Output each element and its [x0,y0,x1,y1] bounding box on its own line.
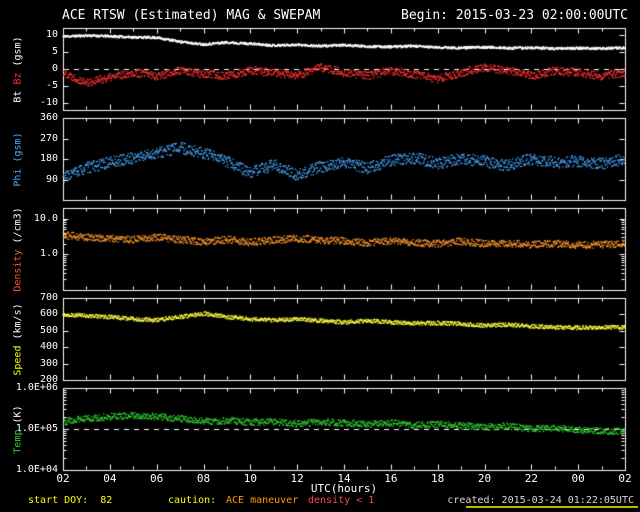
axis-label-density: Density (/cm3) [2,206,34,292]
x-axis-title: UTC(hours) [310,482,378,495]
x-tick-label: 18 [431,472,445,485]
x-tick-label: 02 [618,472,632,485]
axis-label-part: (K) [12,404,24,423]
start-doy-label: start DOY: 82 [28,495,113,506]
y-tick-label-speed: 400 [39,341,58,353]
axis-label-part: Speed [12,339,24,376]
x-tick-label: 20 [477,472,492,485]
y-tick-label-density: 1.0 [39,248,58,260]
axis-label-speed: Speed (km/s) [2,298,34,380]
caution-density-label: density < 1 [308,495,375,506]
axis-label-part: (/cm3) [12,206,24,243]
y-tick-label-phi: 90 [45,173,58,185]
axis-label-part: Bz [12,65,24,85]
y-tick-label-bt-bz: 5 [51,45,58,57]
axis-label-temp: Temp (K) [2,388,34,470]
plot-title: ACE RTSW (Estimated) MAG & SWEPAM [62,8,321,23]
x-tick-label: 04 [103,472,117,485]
y-tick-label-phi: 360 [39,112,58,123]
axis-label-phi: Phi (gsm) [2,118,34,200]
axis-label-part: Temp [12,422,24,454]
y-tick-label-phi: 180 [39,153,58,164]
x-tick-label: 06 [150,472,164,485]
footer-underline [466,506,638,508]
x-tick-label: 22 [524,472,538,485]
y-tick-label-speed: 500 [39,324,58,336]
y-tick-label-bt-bz: -10 [39,97,58,109]
axis-label-part: (gsm) [12,131,24,163]
x-tick-label: 12 [290,472,304,485]
x-tick-label: 00 [571,472,585,485]
axis-label-part: (gsm) [12,35,24,66]
y-tick-label-speed: 200 [39,374,58,385]
y-tick-label-bt-bz: -5 [45,80,58,92]
caution-maneuver-label: ACE maneuver [226,495,299,506]
y-tick-label-bt-bz: 0 [51,63,58,74]
footer-bar: start DOY: 82 caution: ACE maneuver dens… [0,492,640,512]
axis-label-part: Density [12,242,24,292]
x-tick-label: 02 [56,472,70,485]
y-tick-label-speed: 600 [39,308,58,320]
y-tick-label-speed: 300 [39,357,58,369]
y-tick-label-bt-bz: 10 [45,28,58,40]
caution-label: caution: [168,495,217,506]
axis-label-part: (km/s) [12,302,24,339]
x-tick-label: 08 [196,472,211,485]
created-timestamp: created: 2015-03-24 01:22:05UTC [447,495,634,506]
y-tick-label-temp: 1.0E+04 [15,464,58,475]
axis-label-part: Phi [12,162,24,187]
x-tick-label: 10 [243,472,257,485]
axis-label-bt-bz: Bt Bz (gsm) [2,28,34,110]
axis-label-part: Bt [12,84,24,103]
y-tick-label-temp: 1.0E+06 [15,382,58,393]
y-tick-label-phi: 270 [39,132,58,144]
begin-timestamp: Begin: 2015-03-23 02:00:00UTC [401,8,628,23]
y-tick-label-density: 10.0 [33,212,58,224]
x-tick-label: 14 [337,472,351,485]
y-tick-label-temp: 1.0E+05 [15,423,58,434]
x-tick-label: 16 [384,472,398,485]
y-tick-label-speed: 700 [39,292,58,303]
